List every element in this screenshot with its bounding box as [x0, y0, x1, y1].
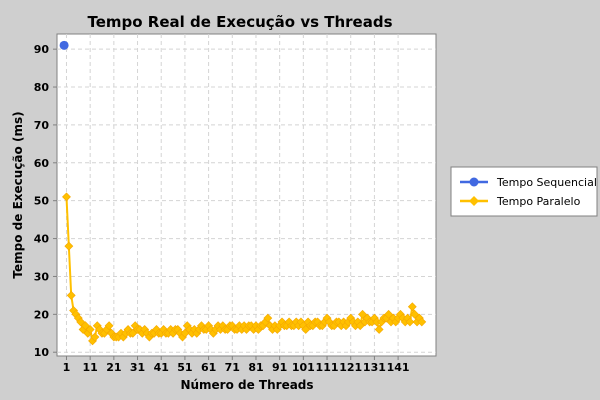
- data-point-paralelo: [76, 317, 86, 327]
- data-point-paralelo: [355, 321, 365, 331]
- y-tick-label: 50: [34, 195, 50, 208]
- legend-marker-sequencial: [469, 177, 479, 187]
- data-point-paralelo: [301, 325, 311, 334]
- x-tick-label: 111: [316, 361, 339, 374]
- data-point-paralelo: [128, 328, 138, 338]
- y-tick-label: 90: [34, 43, 50, 56]
- x-tick-label: 101: [292, 361, 315, 374]
- legend-label-paralelo: Tempo Paralelo: [496, 195, 581, 208]
- legend-item-sequencial: Tempo Sequencial: [460, 176, 597, 189]
- y-tick-label: 40: [34, 233, 50, 246]
- x-tick-label: 41: [154, 361, 169, 374]
- y-tick-label: 20: [34, 308, 50, 321]
- chart-title: Tempo Real de Execução vs Threads: [87, 13, 392, 31]
- y-tick-label: 80: [34, 81, 50, 94]
- data-point-paralelo: [85, 325, 95, 334]
- data-point-paralelo: [64, 241, 74, 251]
- data-point-paralelo: [405, 317, 415, 327]
- data-point-paralelo: [66, 290, 76, 300]
- legend-label-sequencial: Tempo Sequencial: [496, 176, 597, 189]
- data-point-paralelo: [104, 321, 114, 331]
- data-point-paralelo: [62, 192, 71, 202]
- legend-marker-paralelo: [469, 196, 479, 206]
- data-point-paralelo: [358, 309, 367, 319]
- x-tick-label: 51: [177, 361, 192, 374]
- y-tick-label: 60: [34, 157, 50, 170]
- x-tick-label: 131: [363, 361, 386, 374]
- x-tick-label: 31: [130, 361, 145, 374]
- y-tick-label: 30: [34, 270, 50, 283]
- x-tick-label: 11: [83, 361, 98, 374]
- x-tick-label: 1: [63, 361, 71, 374]
- legend-item-paralelo: Tempo Paralelo: [460, 195, 581, 208]
- data-point-paralelo: [384, 309, 394, 319]
- y-tick-label: 70: [34, 119, 50, 132]
- x-tick-label: 81: [248, 361, 263, 374]
- x-tick-label: 71: [225, 361, 240, 374]
- x-tick-label: 141: [387, 361, 410, 374]
- legend-box: [450, 166, 598, 217]
- data-point-paralelo: [410, 309, 420, 319]
- y-tick-label: 10: [34, 346, 50, 359]
- data-point-paralelo: [263, 313, 273, 323]
- data-point-paralelo: [90, 332, 100, 342]
- legend: Tempo Sequencial Tempo Paralelo: [450, 166, 598, 217]
- x-tick-label: 91: [272, 361, 287, 374]
- x-tick-label: 121: [339, 361, 362, 374]
- data-point-paralelo: [374, 325, 384, 334]
- x-tick-label: 21: [106, 361, 121, 374]
- x-tick-label: 61: [201, 361, 216, 374]
- data-point-paralelo: [81, 321, 90, 331]
- data-point-sequencial: [59, 40, 69, 50]
- plot-area: [56, 33, 437, 357]
- x-axis-label: Número de Threads: [180, 378, 313, 392]
- data-point-paralelo: [180, 328, 190, 338]
- data-point-paralelo: [407, 302, 417, 312]
- y-axis-label: Tempo de Execução (ms): [11, 111, 25, 278]
- data-point-paralelo: [417, 317, 427, 327]
